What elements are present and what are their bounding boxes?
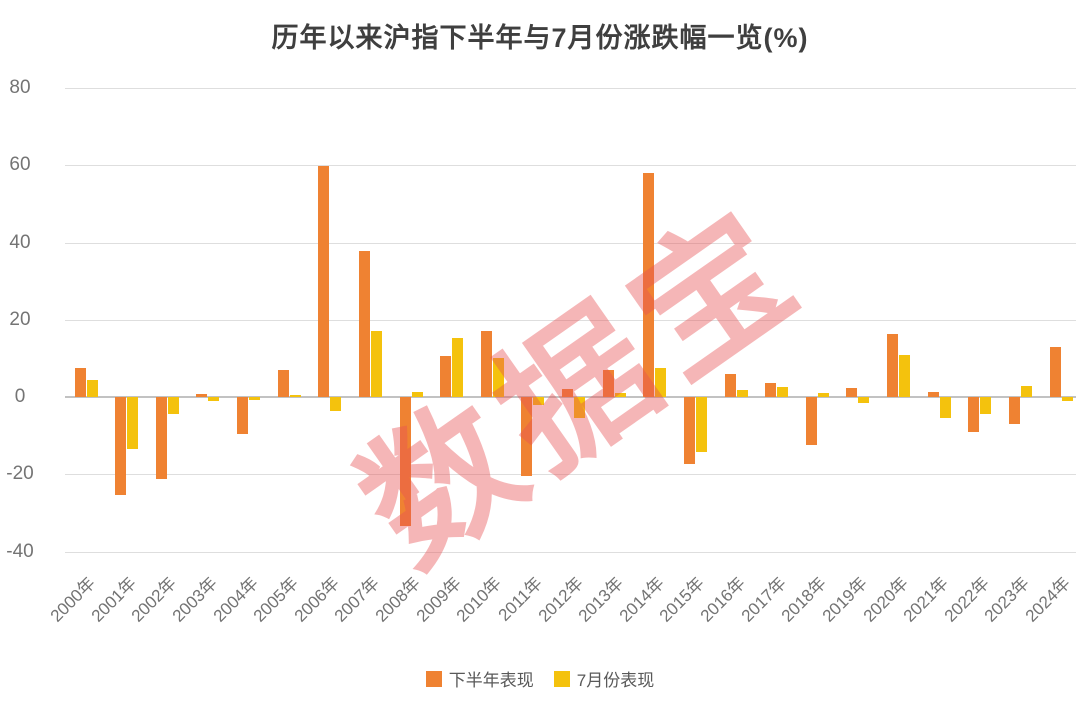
bar-second-half-2005: [277, 369, 289, 397]
legend-swatch-july-icon: [553, 670, 570, 687]
gridline: [65, 551, 1076, 553]
bar-second-half-2023: [1008, 397, 1020, 425]
y-tick-label: 60: [9, 154, 31, 176]
bar-july-2012: [574, 397, 585, 419]
bar-second-half-2018: [805, 397, 817, 445]
bar-second-half-2010: [480, 330, 492, 397]
bar-second-half-2011: [521, 397, 533, 476]
bar-july-2017: [777, 387, 789, 397]
bar-second-half-2001: [115, 397, 127, 496]
legend-item-july: 7月份表现: [553, 666, 655, 691]
chart-title: 历年以来沪指下半年与7月份涨跌幅一览(%): [271, 23, 809, 53]
bar-july-2023: [1020, 386, 1032, 397]
bar-july-2018: [817, 393, 829, 397]
bar-second-half-2003: [196, 393, 208, 397]
bar-july-2006: [330, 397, 342, 411]
bar-second-half-2000: [74, 368, 86, 397]
legend-label-july: 7月份表现: [576, 671, 655, 690]
bar-second-half-2016: [724, 374, 736, 397]
gridline: [65, 165, 1076, 167]
y-tick-label: 80: [9, 77, 31, 98]
bar-second-half-2022: [968, 397, 980, 433]
gridline: [65, 474, 1076, 476]
zero-axis-line: [65, 396, 1076, 398]
bar-second-half-2008: [399, 397, 411, 527]
bar-july-2019: [858, 397, 870, 404]
bar-july-2000: [86, 379, 98, 397]
bar-july-2020: [899, 354, 910, 397]
bar-july-2014: [655, 368, 667, 397]
bar-second-half-2013: [602, 369, 614, 397]
bar-second-half-2006: [318, 165, 330, 397]
bar-second-half-2015: [683, 397, 695, 464]
bar-second-half-2020: [887, 333, 898, 397]
bar-july-2007: [370, 331, 382, 397]
bar-second-half-2017: [765, 383, 777, 397]
y-tick-label: 0: [14, 386, 26, 407]
bar-july-2008: [411, 391, 423, 397]
bar-second-half-2007: [358, 251, 370, 397]
legend-label-second-half: 下半年表现: [448, 671, 534, 690]
bar-july-2005: [289, 395, 301, 397]
bar-july-2022: [980, 397, 992, 414]
bar-second-half-2002: [155, 397, 167, 480]
gridline: [65, 319, 1076, 321]
bar-july-2024: [1061, 397, 1073, 401]
legend-swatch-second-half-icon: [425, 670, 442, 687]
y-tick-label: 20: [9, 308, 31, 330]
gridline: [65, 242, 1076, 244]
y-tick-label: -40: [6, 540, 34, 562]
bar-second-half-2019: [846, 387, 858, 397]
bar-second-half-2009: [440, 355, 452, 397]
bar-july-2009: [452, 337, 464, 397]
bar-second-half-2004: [237, 397, 248, 434]
y-tick-label: 40: [9, 231, 31, 253]
bar-second-half-2021: [927, 391, 939, 397]
bar-july-2016: [736, 390, 748, 397]
chart-legend: 下半年表现 7月份表现: [0, 666, 1080, 691]
bar-july-2010: [492, 358, 504, 397]
bar-july-2001: [127, 397, 139, 450]
bar-july-2015: [695, 397, 707, 453]
bar-july-2004: [249, 397, 260, 401]
legend-item-second-half: 下半年表现: [425, 666, 534, 691]
bar-july-2013: [614, 393, 626, 397]
bar-second-half-2024: [1049, 346, 1061, 397]
y-tick-label: -20: [6, 463, 34, 485]
bar-second-half-2014: [643, 173, 655, 397]
gridline: [65, 88, 1076, 89]
bar-july-2003: [208, 397, 220, 401]
bar-july-2002: [167, 397, 179, 415]
bar-second-half-2012: [562, 389, 573, 397]
bar-july-2011: [533, 397, 545, 406]
bar-july-2021: [939, 397, 951, 418]
